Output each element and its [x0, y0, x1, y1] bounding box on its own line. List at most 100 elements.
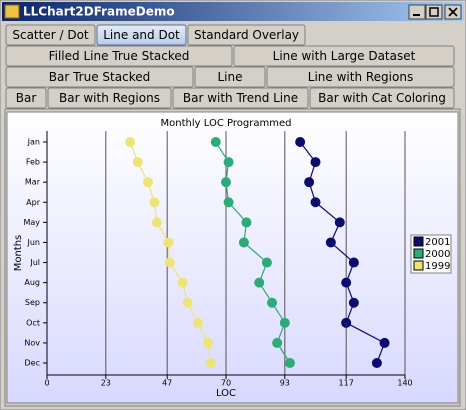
- data-point: [223, 197, 234, 208]
- legend-swatch: [413, 236, 424, 247]
- data-point: [284, 358, 295, 368]
- x-tick-label: 117: [339, 379, 354, 388]
- app-icon: [4, 4, 20, 19]
- data-point: [341, 277, 352, 288]
- window-controls[interactable]: [408, 4, 462, 20]
- tab[interactable]: [233, 45, 455, 67]
- title-bar: [2, 2, 464, 21]
- data-point: [210, 137, 221, 147]
- x-tick-label: 70: [221, 379, 231, 388]
- data-point: [325, 237, 336, 248]
- legend-label: 2000: [425, 249, 450, 260]
- data-point: [125, 137, 136, 147]
- data-point: [310, 197, 321, 208]
- window-title: LLChart2DFrameDemo: [23, 5, 175, 19]
- tab-label: Line: [217, 70, 242, 84]
- legend-swatch: [413, 260, 424, 271]
- data-point: [163, 237, 174, 248]
- tab[interactable]: [47, 87, 172, 109]
- data-point: [149, 197, 160, 208]
- tab-label: Standard Overlay: [194, 28, 299, 42]
- tab[interactable]: [5, 24, 96, 46]
- data-point: [371, 358, 382, 368]
- x-tick-label: 140: [397, 379, 412, 388]
- data-point: [261, 257, 272, 268]
- data-point: [182, 297, 193, 308]
- y-tick-label: Mar: [25, 178, 41, 187]
- data-point: [221, 177, 231, 188]
- y-tick-label: Sep: [25, 298, 40, 307]
- data-point: [205, 358, 216, 368]
- tab[interactable]: [5, 87, 47, 109]
- plot: 0 23 47 70 93 117 140 Jan Feb Mar Apr May Jun Jul Aug S…: [23, 131, 452, 388]
- data-point: [279, 317, 290, 328]
- data-point: [164, 257, 175, 268]
- x-tick-label: 93: [280, 379, 290, 388]
- data-point: [132, 157, 143, 168]
- maximize-button[interactable]: [425, 4, 443, 20]
- tab[interactable]: [266, 66, 455, 88]
- data-point: [267, 297, 278, 308]
- y-tick-label: Jun: [27, 238, 41, 247]
- x-tick-label: 47: [162, 379, 172, 388]
- tab[interactable]: [5, 66, 194, 88]
- data-point: [177, 277, 188, 288]
- tab-label: Filled Line True Stacked: [49, 49, 190, 63]
- y-tick-label: Feb: [26, 158, 40, 167]
- legend-swatch: [413, 248, 424, 259]
- tab[interactable]: [187, 24, 306, 46]
- tab-label: Bar True Stacked: [49, 70, 150, 84]
- data-point: [341, 317, 352, 328]
- data-point: [348, 297, 359, 308]
- y-tick-label: Dec: [25, 359, 40, 368]
- x-tick-label: 23: [101, 379, 111, 388]
- y-axis-label: Months: [13, 235, 24, 272]
- tab-label: Bar with Cat Coloring: [318, 91, 446, 105]
- data-point: [238, 237, 249, 248]
- tab-label: Bar: [16, 91, 37, 105]
- tab-label: Scatter / Dot: [12, 28, 89, 42]
- data-point: [379, 337, 390, 348]
- tab[interactable]: [309, 87, 455, 109]
- chart-title: Monthly LOC Programmed: [161, 118, 292, 129]
- tab-label: Line with Large Dataset: [273, 49, 416, 63]
- y-tick-label: Jul: [29, 258, 40, 267]
- data-point: [310, 157, 321, 168]
- y-tick-label: Aug: [24, 278, 40, 287]
- y-tick-label: Jan: [27, 138, 40, 147]
- tab-label: Line and Dot: [103, 28, 180, 42]
- data-point: [241, 217, 252, 228]
- data-point: [223, 157, 234, 168]
- x-tick-label: 0: [44, 379, 49, 388]
- tab-label: Bar with Regions: [59, 91, 160, 105]
- y-tick-label: May: [23, 218, 40, 227]
- y-tick-label: Nov: [24, 338, 40, 347]
- minimize-button[interactable]: [408, 4, 426, 20]
- y-tick-label: Oct: [26, 318, 40, 327]
- tab-strip: Scatter / Dot Line and Dot Standard Overla…: [5, 24, 455, 109]
- tab[interactable]: [96, 24, 187, 46]
- close-icon: [448, 7, 458, 17]
- data-point: [203, 337, 214, 348]
- data-point: [348, 257, 359, 268]
- maximize-icon: [429, 7, 439, 17]
- data-point: [151, 217, 162, 228]
- data-point: [272, 337, 283, 348]
- chart-background: [6, 111, 459, 404]
- tab[interactable]: [5, 45, 233, 67]
- data-point: [295, 137, 306, 147]
- data-point: [334, 217, 345, 228]
- tab[interactable]: [172, 87, 309, 109]
- data-point: [254, 277, 265, 288]
- tab[interactable]: [194, 66, 266, 88]
- data-point: [192, 317, 203, 328]
- legend-label: 2001: [425, 237, 450, 248]
- legend-label: 1999: [425, 261, 450, 272]
- y-tick-label: Apr: [26, 198, 41, 207]
- data-point: [143, 177, 154, 188]
- data-point: [304, 177, 315, 188]
- tab-label: Line with Regions: [308, 70, 413, 84]
- tab-label: Bar with Trend Line: [183, 91, 298, 105]
- x-axis-label: LOC: [216, 388, 236, 399]
